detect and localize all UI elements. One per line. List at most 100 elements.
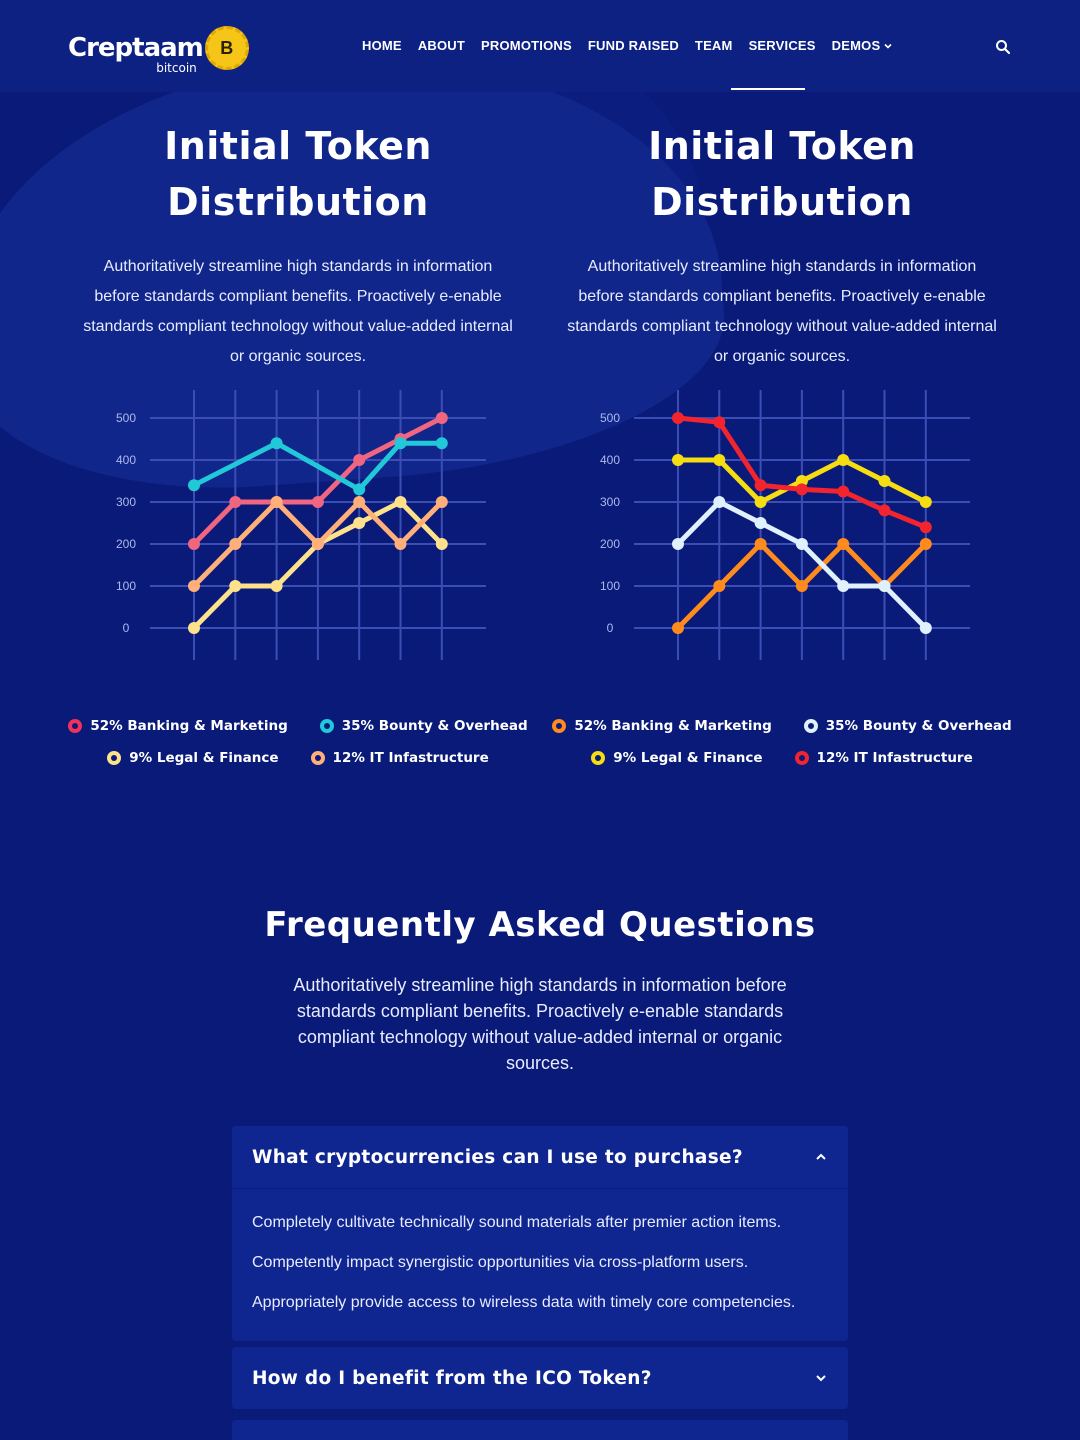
y-tick-label: 200 — [116, 537, 136, 551]
faq-answer: Completely cultivate technically sound m… — [232, 1188, 848, 1341]
legend-item: 9% Legal & Finance — [591, 750, 763, 766]
data-point — [713, 496, 726, 508]
data-point — [672, 454, 684, 466]
y-tick-label: 0 — [123, 621, 130, 635]
faq-item-collapsed: How do I benefit from the ICO Token? — [232, 1347, 848, 1409]
data-point — [394, 538, 407, 550]
y-tick-label: 0 — [607, 621, 614, 635]
faq-answer-line: Appropriately provide access to wireless… — [252, 1294, 796, 1311]
faq-answer-line: Competently impact synergistic opportuni… — [252, 1254, 749, 1271]
data-point — [878, 504, 891, 517]
faq-answer-line: Completely cultivate technically sound m… — [252, 1214, 782, 1231]
nav-team[interactable]: TEAM — [694, 38, 733, 53]
data-point — [435, 496, 448, 508]
site-header: Creptaam bitcoin B HOME ABOUT PROMOTIONS… — [0, 0, 1080, 92]
data-point — [837, 454, 850, 466]
legend-dot-icon — [107, 751, 122, 765]
legend-dot-icon — [310, 751, 325, 765]
chart-legend-right: 52% Banking & Marketing 35% Bounty & Ove… — [552, 718, 1012, 782]
data-point — [229, 538, 242, 550]
chart-section-right: Initial Token Distribution Authoritative… — [562, 118, 1002, 372]
data-point — [878, 580, 891, 592]
data-point — [713, 454, 726, 466]
faq-question: How do I benefit from the ICO Token? — [252, 1367, 652, 1389]
faq-title: Frequently Asked Questions — [264, 905, 816, 945]
legend-dot-icon — [319, 719, 334, 733]
data-point — [795, 580, 808, 592]
chart-section-left: Initial Token Distribution Authoritative… — [78, 118, 518, 372]
data-point — [672, 622, 684, 634]
data-point — [394, 496, 407, 508]
nav-promotions[interactable]: PROMOTIONS — [481, 38, 572, 53]
chevron-up-icon[interactable] — [814, 1150, 828, 1164]
y-tick-label: 300 — [600, 495, 620, 509]
legend-item: 12% IT Infastructure — [794, 750, 973, 766]
data-point — [394, 437, 407, 450]
data-point — [795, 538, 808, 550]
logo[interactable]: Creptaam bitcoin B — [68, 26, 249, 75]
legend-dot-icon — [794, 751, 809, 765]
data-point — [270, 437, 283, 450]
faq-question: What cryptocurrencies can I use to purch… — [252, 1146, 743, 1168]
faq-question-toggle[interactable]: How do I benefit from the ICO Token? — [232, 1347, 848, 1409]
chart-description: Authoritatively streamline high standard… — [567, 258, 997, 365]
data-point — [229, 496, 242, 508]
chart-title: Initial Token Distribution — [648, 124, 916, 224]
nav-about[interactable]: ABOUT — [417, 38, 466, 53]
faq-item-expanded: What cryptocurrencies can I use to purch… — [232, 1126, 848, 1341]
legend-dot-icon — [591, 751, 606, 765]
data-point — [713, 416, 726, 429]
nav-demos-wrap[interactable]: DEMOS — [832, 38, 894, 53]
data-point — [353, 517, 366, 529]
search-icon[interactable] — [995, 39, 1011, 55]
data-point — [919, 521, 932, 534]
data-point — [311, 496, 324, 508]
data-point — [754, 496, 767, 508]
data-point — [754, 479, 767, 492]
data-point — [837, 538, 850, 550]
data-point — [188, 622, 200, 634]
line-chart-left: 0 100 200 300 400 500 — [116, 390, 486, 660]
nav-demos[interactable]: DEMOS — [831, 38, 881, 53]
data-point — [672, 538, 684, 550]
legend-item: 35% Bounty & Overhead — [803, 718, 1012, 734]
data-point — [919, 538, 932, 550]
chart-legend-left: 52% Banking & Marketing 35% Bounty & Ove… — [68, 718, 528, 782]
data-point — [919, 622, 932, 634]
faq-question-toggle[interactable]: What cryptocurrencies can I use to purch… — [232, 1126, 848, 1188]
data-point — [311, 538, 324, 550]
data-point — [435, 412, 448, 424]
y-tick-label: 400 — [116, 453, 136, 467]
chart-description: Authoritatively streamline high standard… — [83, 258, 513, 365]
data-point — [919, 496, 932, 508]
chart-title: Initial Token Distribution — [164, 124, 432, 224]
main-nav: HOME ABOUT PROMOTIONS FUND RAISED TEAM S… — [362, 38, 893, 53]
data-point — [270, 580, 283, 592]
nav-services[interactable]: SERVICES — [748, 38, 816, 53]
faq-item-collapsed[interactable] — [232, 1420, 848, 1440]
data-point — [353, 454, 366, 466]
nav-fund-raised[interactable]: FUND RAISED — [587, 38, 679, 53]
faq-description: Authoritatively streamline high standard… — [293, 975, 787, 1073]
data-point — [188, 479, 200, 492]
data-point — [754, 517, 767, 529]
legend-item: 12% IT Infastructure — [310, 750, 489, 766]
legend-dot-icon — [803, 719, 818, 733]
data-point — [795, 483, 808, 496]
chevron-down-icon[interactable] — [814, 1371, 828, 1385]
nav-home[interactable]: HOME — [362, 38, 402, 53]
data-point — [435, 437, 448, 450]
logo-subtitle: bitcoin — [156, 61, 197, 75]
data-point — [754, 538, 767, 550]
active-nav-indicator — [731, 88, 805, 90]
legend-item: 35% Bounty & Overhead — [319, 718, 528, 734]
data-point — [837, 580, 850, 592]
data-point — [878, 475, 891, 487]
bitcoin-coin-icon: B — [204, 26, 249, 70]
y-tick-label: 400 — [600, 453, 620, 467]
legend-item: 52% Banking & Marketing — [552, 718, 772, 734]
data-point — [353, 483, 366, 496]
y-tick-label: 500 — [600, 411, 620, 425]
data-point — [795, 475, 808, 487]
data-point — [713, 580, 726, 592]
